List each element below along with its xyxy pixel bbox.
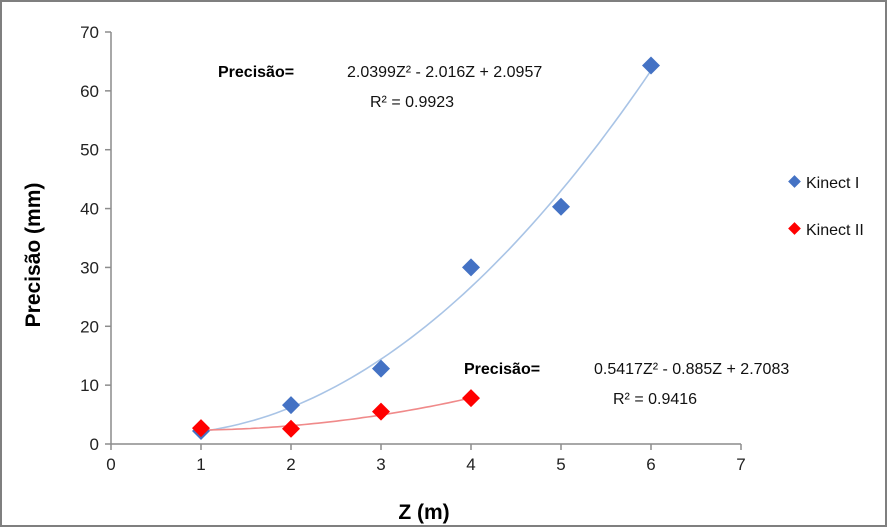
- x-tick-label: 1: [196, 455, 205, 474]
- y-axis-label: Precisão (mm): [22, 183, 45, 328]
- x-tick-label: 2: [286, 455, 295, 474]
- equation-kinect-1: 2.0399Z² - 2.016Z + 2.0957: [347, 64, 542, 81]
- data-point-series-1: [642, 56, 660, 75]
- y-tick-label: 20: [80, 317, 99, 336]
- data-point-series-2: [462, 389, 480, 408]
- y-tick-label: 30: [80, 258, 99, 277]
- x-tick-label: 6: [646, 455, 655, 474]
- axes-group: [110, 32, 741, 445]
- data-point-series-1: [462, 258, 480, 277]
- trendline-2: [200, 397, 472, 431]
- x-tick-label: 5: [556, 455, 565, 474]
- x-axis-label: Z (m): [398, 501, 449, 524]
- legend-label-kinect-1: Kinect I: [806, 175, 859, 192]
- legend-label-kinect-2: Kinect II: [806, 222, 864, 239]
- data-point-series-1: [552, 197, 570, 216]
- x-tick-label: 0: [106, 455, 115, 474]
- equation-label-kinect-1: Precisão=: [218, 64, 294, 81]
- x-tick-label: 4: [466, 455, 475, 474]
- x-tick-label: 3: [376, 455, 385, 474]
- equation-label-kinect-2: Precisão=: [464, 361, 540, 378]
- data-point-series-2: [372, 402, 390, 421]
- legend-marker-kinect-2: [788, 222, 801, 235]
- equation-kinect-2: 0.5417Z² - 0.885Z + 2.7083: [594, 361, 789, 378]
- y-tick-label: 10: [80, 376, 99, 395]
- y-tick-label: 0: [90, 435, 99, 454]
- y-tick-label: 60: [80, 82, 99, 101]
- trendlines-group: [200, 70, 652, 433]
- legend: Kinect I Kinect II: [788, 175, 864, 239]
- data-point-series-1: [372, 359, 390, 378]
- x-tick-label: 7: [736, 455, 745, 474]
- y-tick-label: 40: [80, 200, 99, 219]
- legend-marker-kinect-1: [788, 175, 801, 188]
- trendline-1: [200, 70, 652, 433]
- r2-kinect-2: R² = 0.9416: [613, 391, 697, 408]
- markers-group: [192, 56, 660, 441]
- data-point-series-2: [282, 419, 300, 438]
- y-tick-label: 50: [80, 141, 99, 160]
- r2-kinect-1: R² = 0.9923: [370, 94, 454, 111]
- data-point-series-1: [282, 396, 300, 415]
- data-point-series-2: [192, 419, 210, 438]
- y-tick-label: 70: [80, 23, 99, 42]
